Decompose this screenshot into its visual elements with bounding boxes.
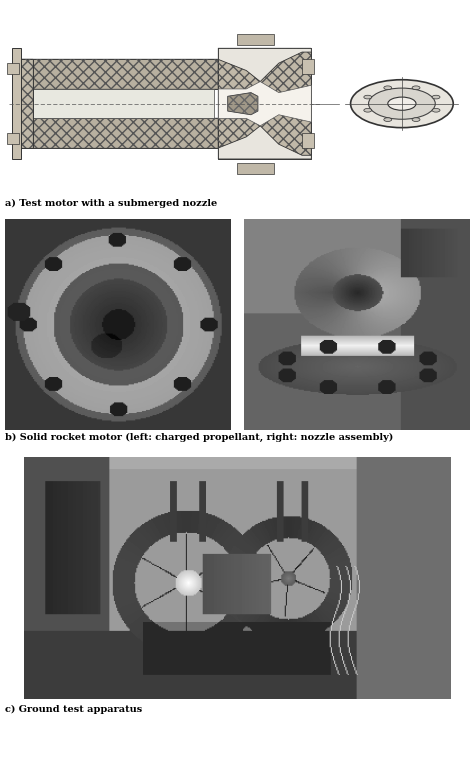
Bar [219, 48, 311, 159]
Bar [302, 59, 314, 74]
Bar [237, 163, 274, 174]
Ellipse shape [384, 118, 392, 121]
Bar [18, 89, 214, 118]
Polygon shape [219, 81, 311, 126]
Bar [14, 59, 219, 89]
Bar [219, 48, 311, 159]
Bar [237, 34, 274, 45]
Bar [14, 59, 33, 148]
Bar [7, 133, 18, 144]
Ellipse shape [388, 97, 416, 111]
Text: b) Solid rocket motor (left: charged propellant, right: nozzle assembly): b) Solid rocket motor (left: charged pro… [5, 433, 393, 442]
Ellipse shape [364, 95, 372, 99]
Ellipse shape [351, 80, 453, 127]
Ellipse shape [364, 108, 372, 112]
Ellipse shape [369, 88, 435, 119]
Bar [7, 63, 18, 74]
Bar [14, 59, 33, 148]
Bar [12, 48, 21, 159]
Bar [14, 118, 219, 148]
Polygon shape [219, 126, 311, 159]
Bar [302, 133, 314, 148]
Polygon shape [219, 48, 311, 81]
Ellipse shape [432, 108, 440, 112]
Polygon shape [228, 93, 258, 114]
Ellipse shape [412, 86, 420, 90]
Bar [14, 118, 219, 148]
Bar [14, 59, 219, 89]
Text: a) Test motor with a submerged nozzle: a) Test motor with a submerged nozzle [5, 199, 217, 208]
Text: c) Ground test apparatus: c) Ground test apparatus [5, 705, 142, 714]
Ellipse shape [384, 86, 392, 90]
Ellipse shape [412, 118, 420, 121]
Ellipse shape [432, 95, 440, 99]
